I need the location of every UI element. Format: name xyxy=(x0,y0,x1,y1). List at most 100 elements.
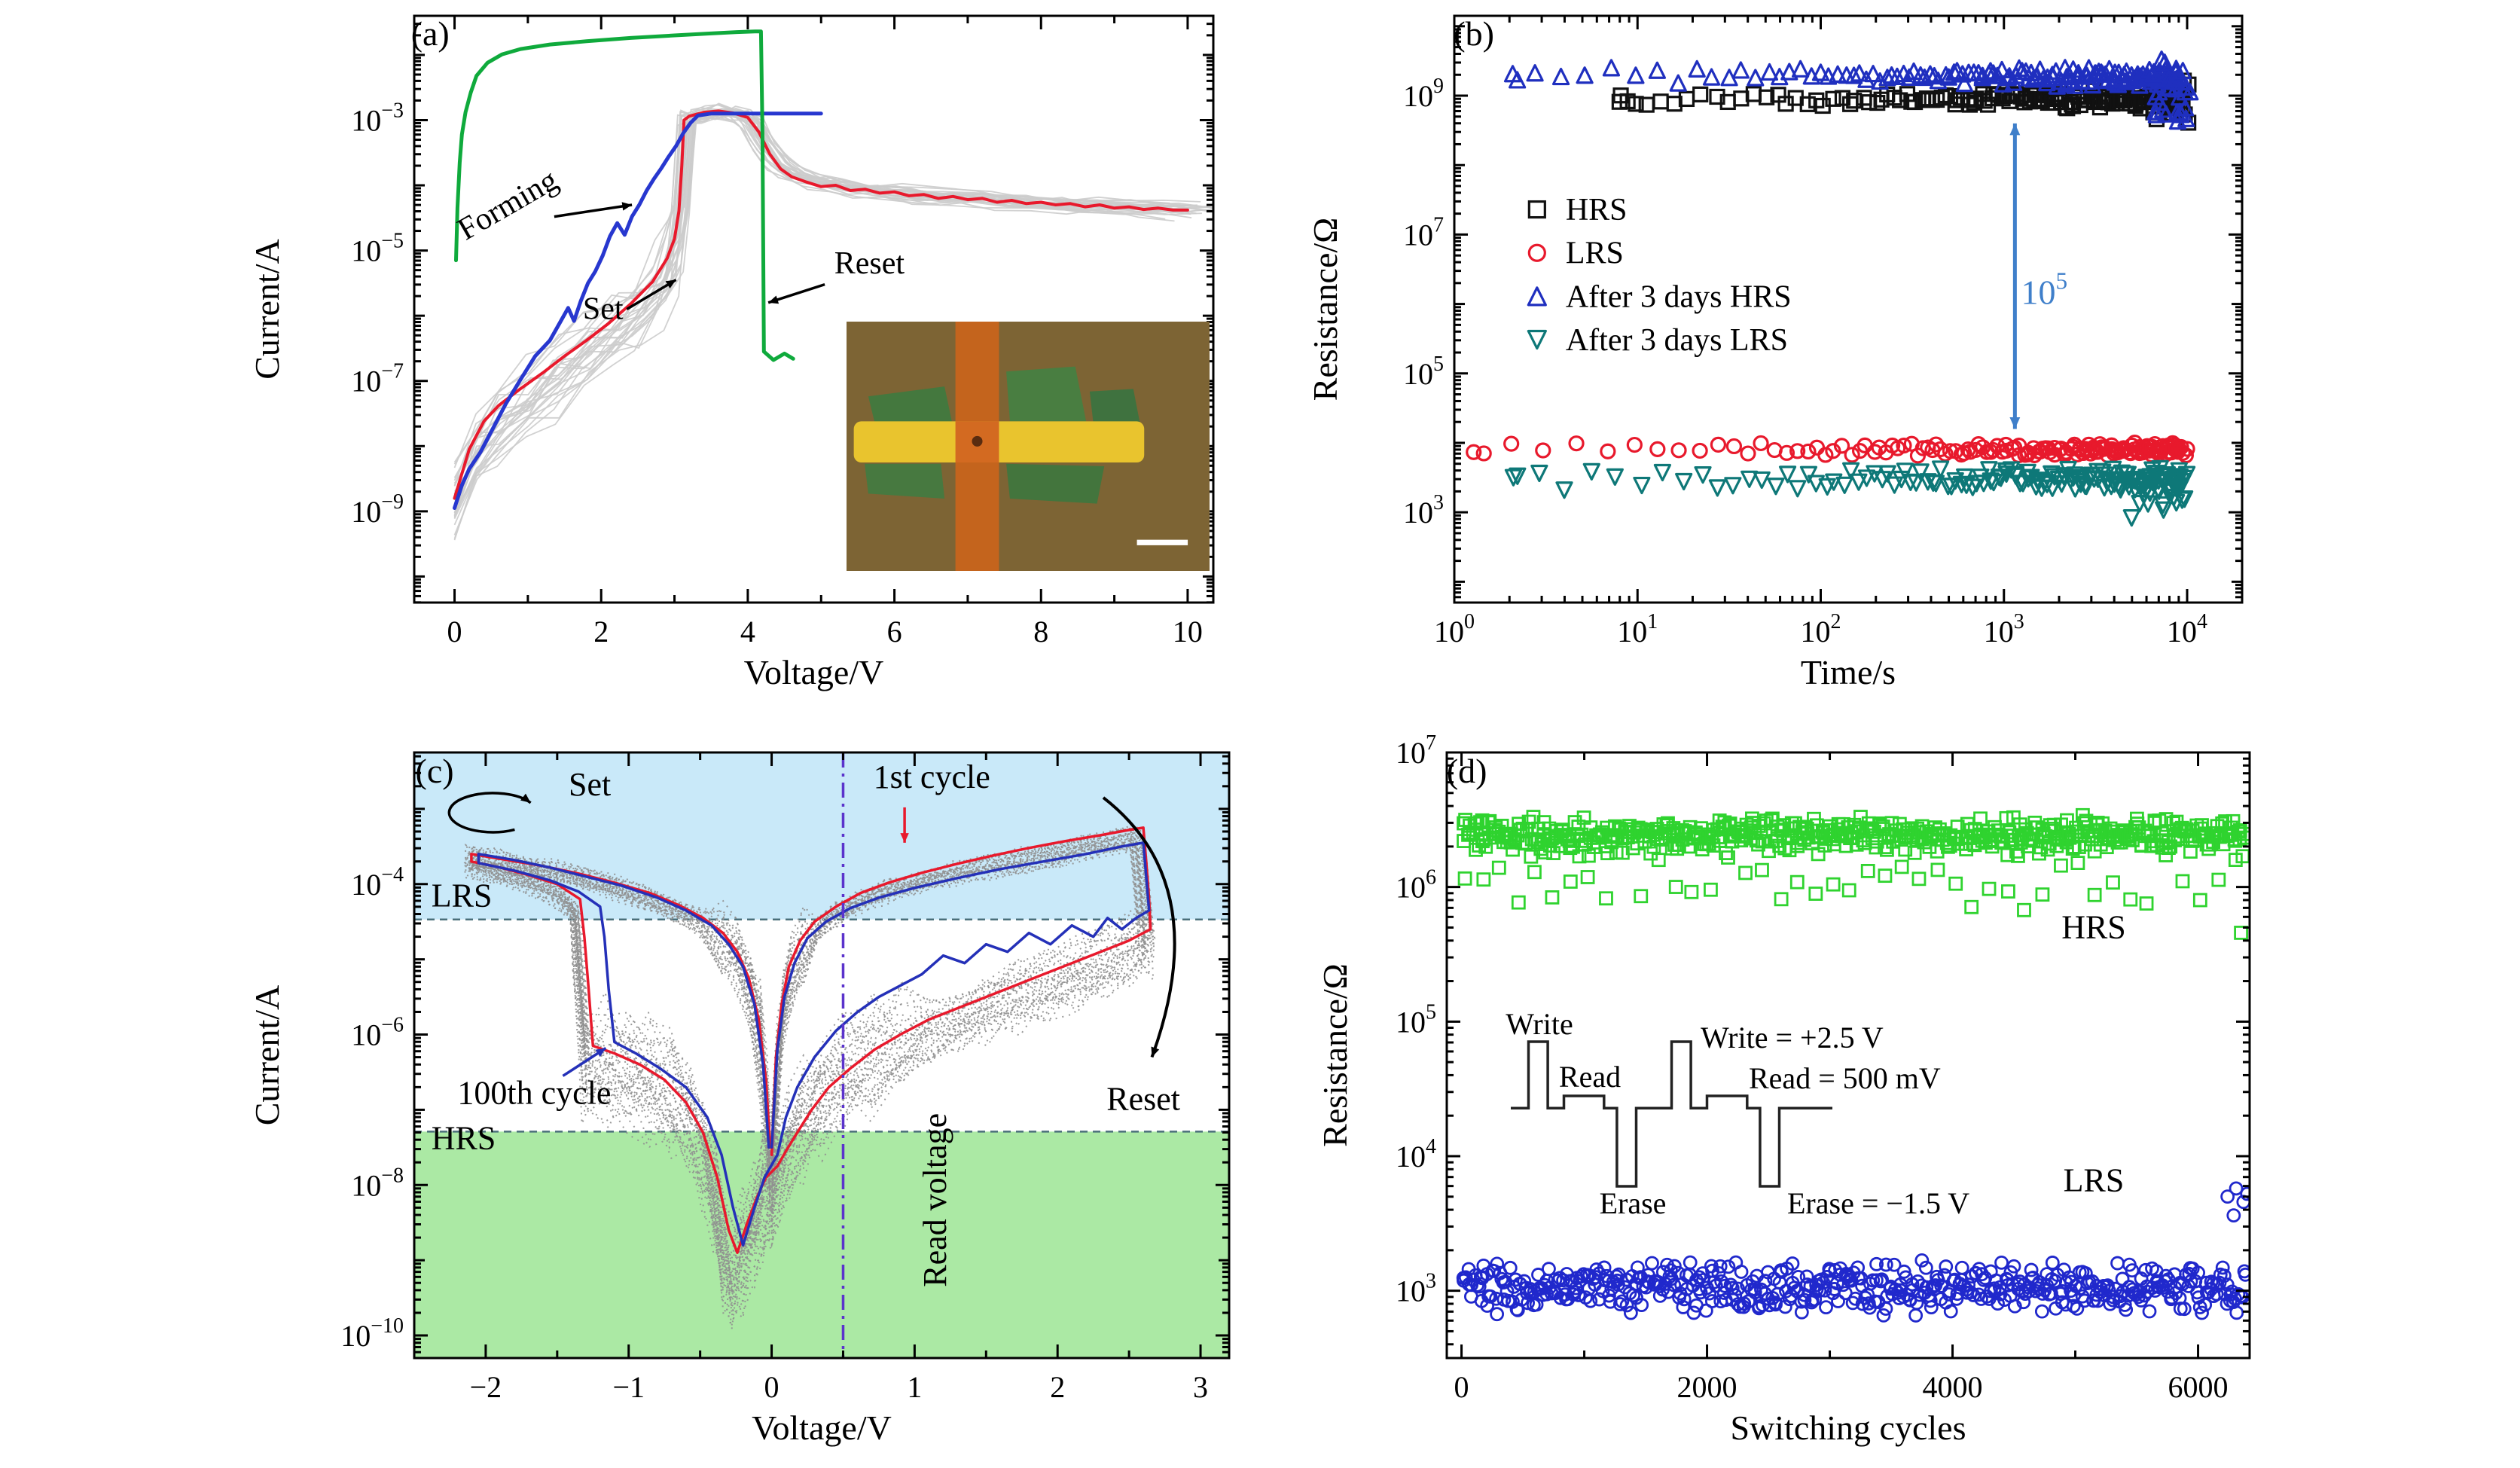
plot-frame xyxy=(1445,751,2251,1360)
pulse-label: Read xyxy=(1559,1060,1621,1094)
arrowhead xyxy=(621,202,633,211)
lrs-band xyxy=(414,752,1229,920)
pulse-label: Erase = −1.5 V xyxy=(1787,1186,1969,1220)
tick-labels: 0 2 4 6 8 10 10−3 10−5 10−7 10−9 xyxy=(351,99,1203,649)
svg-text:10−6: 10−6 xyxy=(351,1014,404,1052)
annotation-text: Set xyxy=(583,291,624,326)
annotation-text: 1st cycle xyxy=(874,758,990,795)
annotation-curve xyxy=(1102,796,1176,1058)
svg-text:106: 106 xyxy=(1396,866,1436,905)
plot-frame xyxy=(413,751,1231,1360)
svg-text:2: 2 xyxy=(1050,1370,1065,1404)
plot-frame xyxy=(413,14,1215,604)
pulse-label: Write = +2.5 V xyxy=(1701,1021,1884,1054)
flake xyxy=(1006,366,1087,422)
hrs-band xyxy=(414,1131,1229,1358)
svg-text:2: 2 xyxy=(593,615,609,649)
arrowhead xyxy=(900,833,909,843)
y-axis-title: Resistance/Ω xyxy=(1306,218,1344,401)
series-hundredth-cycle-blue xyxy=(477,841,1151,1247)
pulse-label: Write xyxy=(1506,1007,1573,1041)
flake xyxy=(1006,463,1105,504)
series-first-reset-green xyxy=(454,29,795,362)
annotation-text: HRS xyxy=(432,1119,496,1156)
pulse-scheme-inset: Write Read Erase Write = +2.5 V Read = 500 m… xyxy=(1506,1007,1969,1220)
svg-text:104: 104 xyxy=(2167,610,2207,649)
svg-text:0: 0 xyxy=(447,615,462,649)
arrowhead xyxy=(1151,1046,1160,1058)
series-hrs xyxy=(1457,807,2250,940)
svg-text:10: 10 xyxy=(1173,615,1203,649)
plot-area xyxy=(1466,50,2199,527)
series-after-3-days-hrs xyxy=(1503,50,2199,130)
annotation-text: LRS xyxy=(2064,1161,2125,1198)
loop-arrow xyxy=(447,792,532,834)
annotation-text: (b) xyxy=(1454,14,1494,53)
svg-text:109: 109 xyxy=(1403,75,1444,113)
svg-text:107: 107 xyxy=(1403,213,1444,252)
svg-text:6: 6 xyxy=(887,615,902,649)
panel-b-retention-chart: 100 101 102 103 104 109 107 105 103 Time/s Resista… xyxy=(1306,14,2244,691)
panel-a-iv-forming-chart: 0 2 4 6 8 10 10−3 10−5 10−7 10−9 Voltage/V Current/… xyxy=(248,14,1215,691)
annotation-text: (a) xyxy=(411,14,450,53)
svg-text:4000: 4000 xyxy=(1923,1370,1983,1404)
svg-text:103: 103 xyxy=(1403,491,1444,530)
panel-d-endurance-chart: 0 2000 4000 6000 107 106 105 104 103 Switching cy… xyxy=(1316,734,2251,1447)
svg-text:10−10: 10−10 xyxy=(340,1314,404,1353)
legend-label: LRS xyxy=(1566,237,1624,271)
annotation-arrow xyxy=(554,203,633,218)
annotation-text: Set xyxy=(569,766,611,803)
scale-bar xyxy=(1136,539,1188,545)
svg-text:−2: −2 xyxy=(470,1370,502,1404)
plot-frame xyxy=(1453,14,2244,604)
svg-text:1: 1 xyxy=(907,1370,922,1404)
series-lrs xyxy=(1456,1181,2250,1323)
annotation-arrow xyxy=(767,282,825,304)
svg-text:10−3: 10−3 xyxy=(351,99,404,137)
svg-text:10−8: 10−8 xyxy=(351,1164,404,1202)
annotation-text: Reset xyxy=(834,246,905,281)
pulse-waveform xyxy=(1511,1040,1832,1188)
series-reset-sweep-red xyxy=(453,109,1189,500)
svg-text:8: 8 xyxy=(1033,615,1048,649)
legend-label: HRS xyxy=(1566,193,1628,227)
plot-area xyxy=(463,824,1156,1329)
series-forming-blue xyxy=(453,111,823,510)
flake xyxy=(1089,389,1141,426)
series-lrs xyxy=(1466,434,2195,464)
annotation-text: (c) xyxy=(416,752,454,790)
annotation-text: Read voltage xyxy=(917,1113,953,1287)
svg-text:10−5: 10−5 xyxy=(351,230,404,268)
x-axis-title: Switching cycles xyxy=(1731,1408,1966,1447)
tick-labels: 100 101 102 103 104 109 107 105 103 xyxy=(1403,75,2207,649)
arrowhead xyxy=(768,295,779,304)
pulse-label: Erase xyxy=(1600,1186,1667,1220)
device-micrograph-inset xyxy=(847,322,1210,571)
svg-text:10−4: 10−4 xyxy=(351,863,404,902)
annotation-text: 105 xyxy=(2021,268,2067,312)
x-axis-title: Time/s xyxy=(1801,653,1896,691)
x-axis-title: Voltage/V xyxy=(744,653,884,691)
svg-text:103: 103 xyxy=(1396,1270,1436,1308)
arrowhead xyxy=(2009,123,2021,136)
y-axis-title: Resistance/Ω xyxy=(1316,963,1354,1147)
svg-text:105: 105 xyxy=(1403,353,1444,391)
svg-text:0: 0 xyxy=(1454,1370,1469,1404)
arrowhead xyxy=(595,1048,606,1058)
plot-area xyxy=(1456,807,2250,1323)
pulse-label: Read = 500 mV xyxy=(1749,1061,1941,1095)
flake xyxy=(865,463,945,499)
annotation-text: 100th cycle xyxy=(457,1074,611,1111)
arrowhead xyxy=(2009,417,2021,429)
svg-text:4: 4 xyxy=(740,615,755,649)
annotation-text: HRS xyxy=(2061,909,2126,946)
annotation-text: Forming xyxy=(452,163,563,247)
legend-label: After 3 days HRS xyxy=(1566,279,1792,314)
x-axis-title: Voltage/V xyxy=(752,1408,892,1447)
svg-text:100: 100 xyxy=(1434,610,1475,649)
flake xyxy=(868,386,952,426)
y-axis-title: Current/A xyxy=(248,239,286,380)
arrowhead xyxy=(665,279,676,288)
annotation-text: LRS xyxy=(432,877,493,914)
